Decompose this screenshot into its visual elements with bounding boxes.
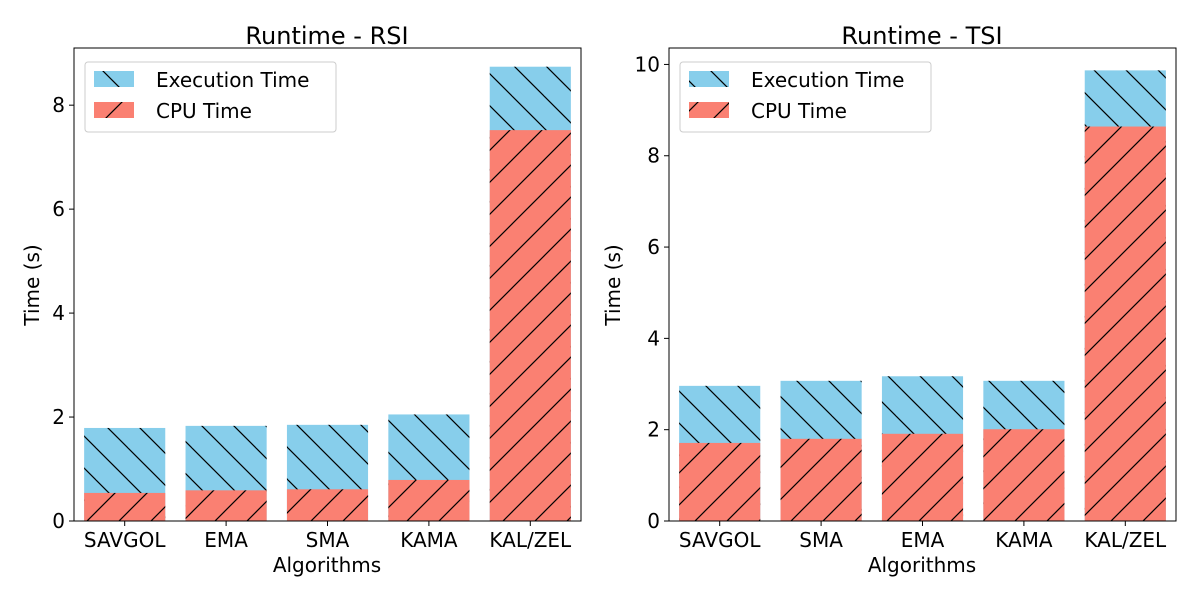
x-tick-label: KAL/ZEL	[1084, 528, 1167, 552]
bar-cpu-time-hatch	[881, 433, 964, 521]
chart-title: Runtime - RSI	[245, 22, 408, 50]
bar-cpu-time-hatch	[286, 489, 369, 521]
x-tick-label: SAVGOL	[84, 528, 166, 552]
y-tick-label: 4	[52, 301, 65, 325]
legend-frame	[679, 61, 932, 133]
bar-cpu-time-hatch	[780, 438, 862, 521]
plot-frame	[73, 47, 582, 522]
y-axis-label: Time (s)	[20, 244, 44, 326]
y-tick-label: 2	[647, 418, 660, 442]
chart-rsi: Runtime - RSI 0 2 4 6 8 SAVGOL EMA SMA KAMA KAL/…	[20, 22, 582, 577]
legend-label-cpu: CPU Time	[751, 99, 847, 123]
y-tick-label: 4	[647, 326, 660, 350]
y-tick-label: 0	[647, 509, 660, 533]
x-tick-label: EMA	[901, 528, 945, 552]
legend-swatch-cpu-hatch	[689, 102, 729, 118]
x-tick-label: SAVGOL	[679, 528, 761, 552]
y-tick-label: 0	[52, 509, 65, 533]
legend-swatch-execution-hatch	[689, 71, 729, 87]
y-tick-label: 6	[647, 235, 660, 259]
legend-label-execution: Execution Time	[751, 68, 904, 92]
y-tick-label: 2	[52, 405, 65, 429]
legend-frame	[84, 61, 337, 133]
bar-cpu-time-hatch	[185, 490, 267, 521]
bar-cpu-time-hatch	[388, 479, 470, 521]
legend: Execution Time CPU Time	[679, 61, 932, 133]
y-tick-label: 8	[647, 144, 660, 168]
x-axis-label: Algorithms	[868, 553, 976, 577]
x-axis-label: Algorithms	[273, 553, 381, 577]
y-tick-label: 6	[52, 197, 65, 221]
bar-group	[84, 66, 571, 521]
plot-frame	[668, 47, 1177, 522]
x-axis-ticks: SAVGOL EMA SMA KAMA KAL/ZEL	[84, 521, 572, 552]
x-tick-label: KAL/ZEL	[489, 528, 572, 552]
legend-label-cpu: CPU Time	[156, 99, 252, 123]
bar-cpu-time-hatch	[983, 429, 1065, 521]
chart-title: Runtime - TSI	[841, 22, 1002, 50]
bar-cpu-time-hatch	[84, 492, 166, 521]
x-tick-label: SMA	[306, 528, 350, 552]
x-tick-label: SMA	[799, 528, 843, 552]
y-axis-ticks: 0 2 4 6 8	[52, 93, 74, 533]
y-tick-label: 8	[52, 93, 65, 117]
legend-swatch-execution-hatch	[94, 71, 134, 87]
y-axis-ticks: 0 2 4 6 8 10	[635, 52, 669, 533]
bar-group	[679, 70, 1166, 522]
legend-label-execution: Execution Time	[156, 68, 309, 92]
bar-cpu-time-hatch	[1084, 126, 1166, 521]
x-tick-label: KAMA	[995, 528, 1053, 552]
y-tick-label: 10	[635, 52, 660, 76]
bar-cpu-time-hatch	[679, 442, 761, 521]
x-axis-ticks: SAVGOL SMA EMA KAMA KAL/ZEL	[679, 521, 1167, 552]
x-tick-label: KAMA	[400, 528, 458, 552]
bar-cpu-time-hatch	[489, 130, 571, 521]
legend: Execution Time CPU Time	[84, 61, 337, 133]
chart-tsi: Runtime - TSI 0 2 4 6 8 10 SAVGOL SMA EMA KAMA KA…	[601, 22, 1177, 577]
x-tick-label: EMA	[204, 528, 248, 552]
y-axis-label: Time (s)	[601, 244, 625, 326]
legend-swatch-cpu-hatch	[94, 102, 134, 118]
